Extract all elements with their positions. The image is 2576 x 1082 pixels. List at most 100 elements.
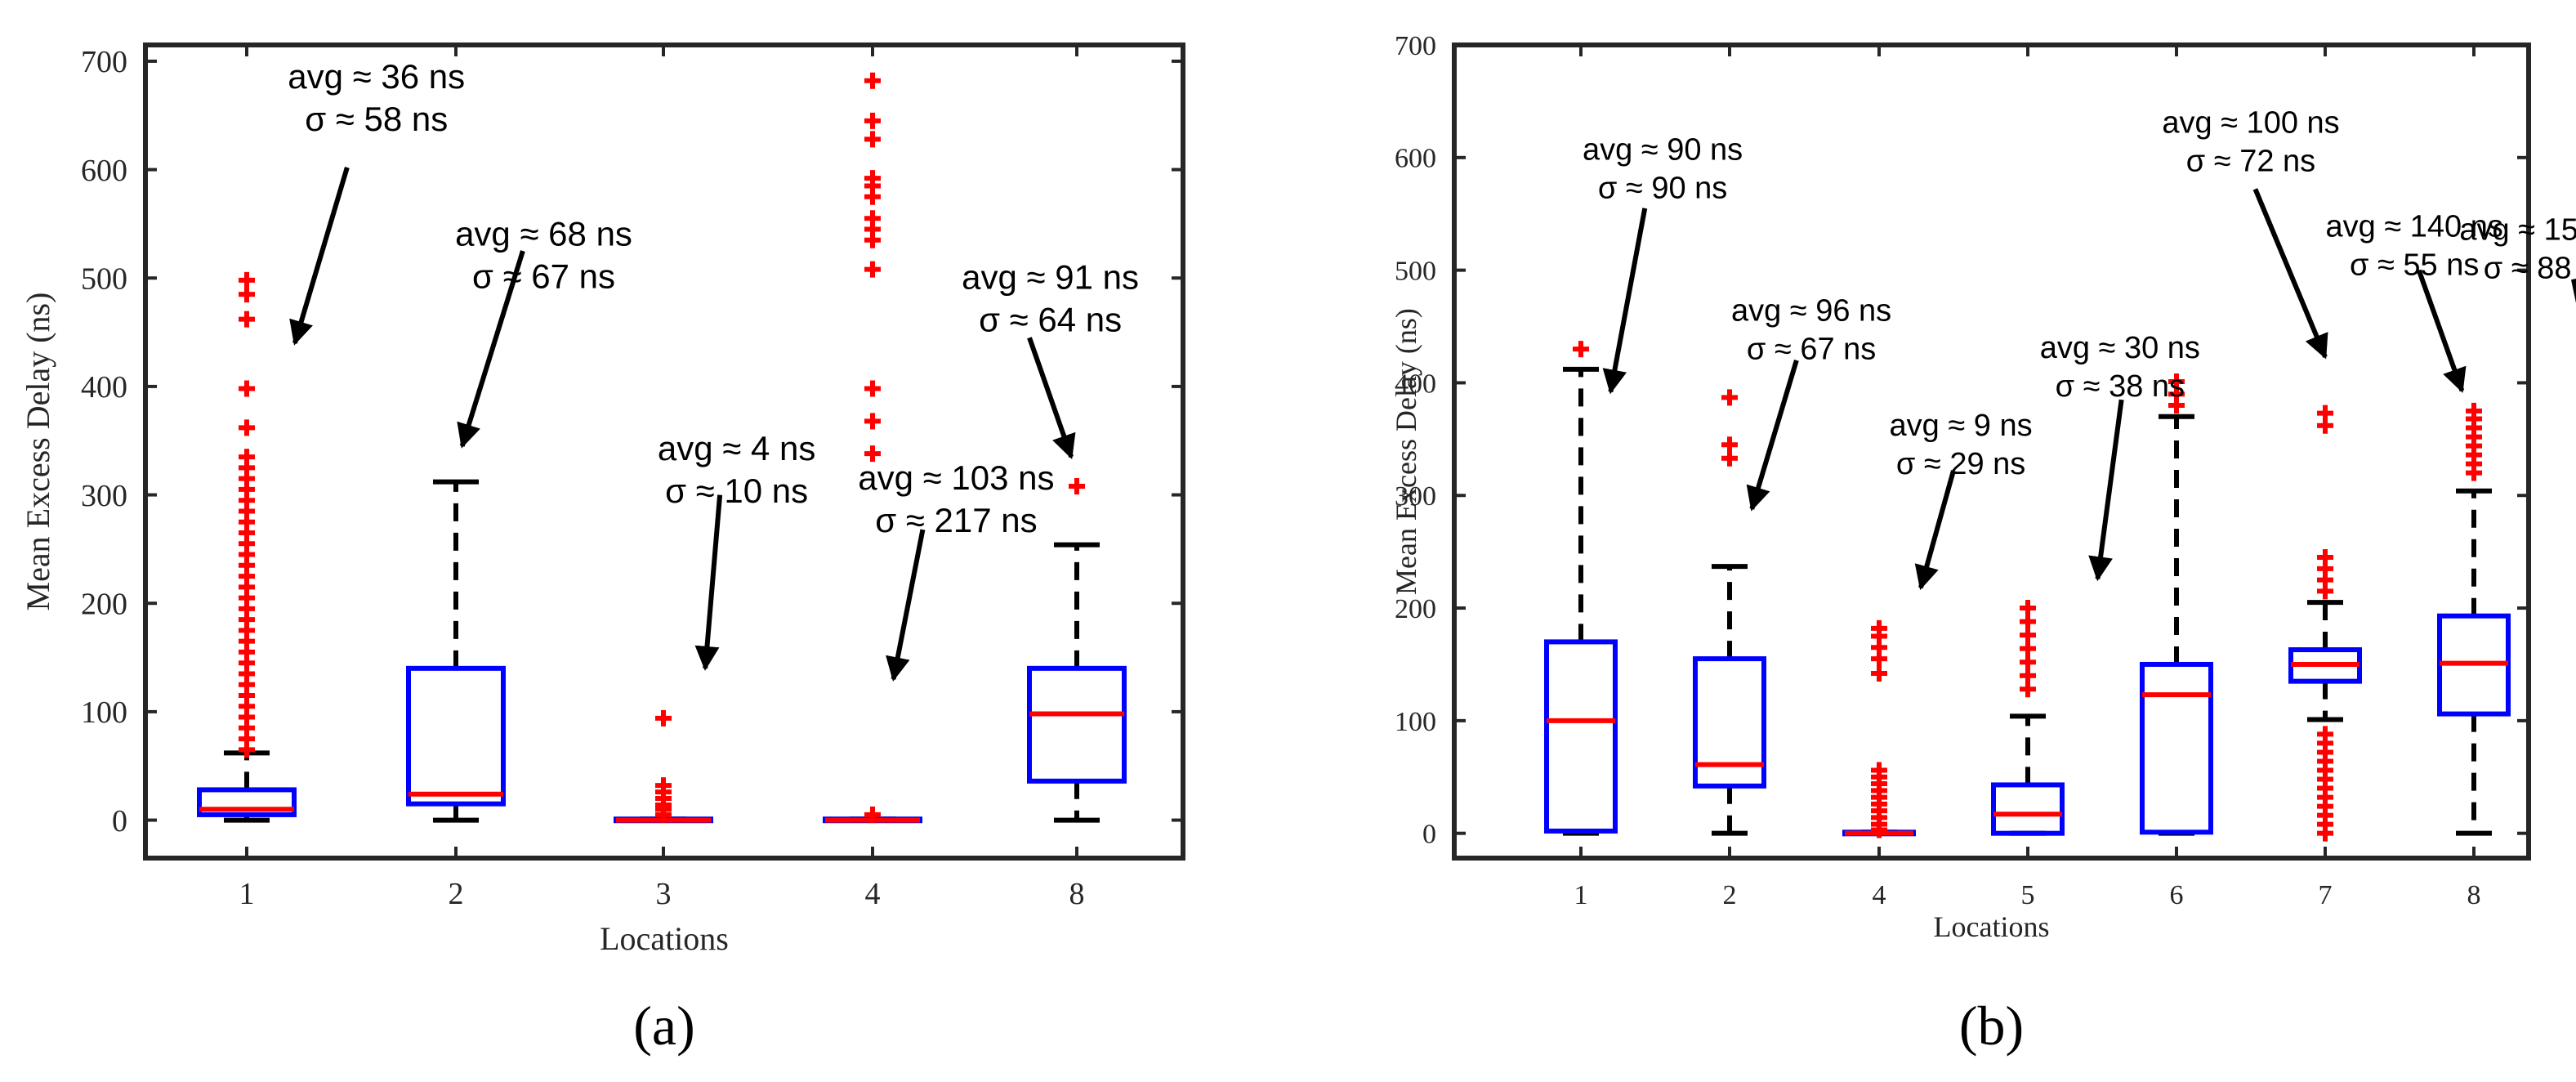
outlier-marker xyxy=(2317,405,2333,422)
outlier-marker xyxy=(864,413,881,430)
outlier-marker xyxy=(1721,389,1738,406)
annotation-avg: avg ≈ 4 ns xyxy=(658,429,816,467)
x-axis-label: Locations xyxy=(1934,910,2050,943)
y-tick-label: 500 xyxy=(1395,257,1436,287)
outlier-marker xyxy=(655,777,672,794)
x-tick-label: 2 xyxy=(1723,880,1737,910)
outlier-marker xyxy=(2020,600,2036,617)
outlier-marker xyxy=(864,445,881,463)
annotation-sigma: σ ≈ 217 ns xyxy=(875,501,1037,539)
box-group-1 xyxy=(197,271,297,823)
box-group-2 xyxy=(1693,389,1766,836)
outlier-marker xyxy=(2168,373,2185,391)
y-tick-label: 300 xyxy=(1395,481,1436,512)
outlier-marker xyxy=(1871,762,1887,779)
annotation-avg: avg ≈ 91 ns xyxy=(962,258,1139,297)
outlier-marker xyxy=(1871,664,1887,682)
y-tick-label: 700 xyxy=(81,45,127,79)
outlier-marker xyxy=(2317,726,2333,743)
annotation-arrow xyxy=(1746,360,1799,512)
x-tick-label: 8 xyxy=(1069,877,1085,911)
outlier-marker xyxy=(1871,619,1887,637)
x-tick-label: 1 xyxy=(1574,880,1588,910)
y-tick-label: 0 xyxy=(112,804,127,838)
x-tick-label: 8 xyxy=(2467,880,2481,910)
outlier-marker xyxy=(2466,402,2482,419)
outlier-marker xyxy=(239,449,255,466)
box-group-6 xyxy=(2140,373,2213,836)
x-tick-label: 2 xyxy=(449,877,464,911)
outlier-marker xyxy=(239,286,255,303)
annotation-avg: avg ≈ 68 ns xyxy=(455,214,632,253)
box-group-1 xyxy=(1544,341,1618,836)
y-tick-label: 0 xyxy=(1422,820,1436,850)
annotation-sigma: σ ≈ 58 ns xyxy=(305,100,448,138)
annotation-avg: avg ≈ 90 ns xyxy=(1583,133,1743,168)
annotation-arrow xyxy=(694,494,723,671)
annotation-arrow xyxy=(1914,470,1956,591)
box-iqr xyxy=(1544,639,1618,834)
box-iqr xyxy=(197,787,297,817)
chart-panel-a: 0 100 200 300 400 500 600 700 1 2 3 4 8 Locations Mean… xyxy=(20,42,1185,1057)
box-group-5 xyxy=(1991,600,2065,836)
outlier-marker xyxy=(1721,436,1738,454)
annotation-arrow xyxy=(457,250,525,449)
box-group-7 xyxy=(2288,405,2362,842)
outlier-marker xyxy=(864,210,881,227)
outlier-marker xyxy=(2317,549,2333,566)
annotation-avg: avg ≈ 150 ns xyxy=(2459,212,2576,247)
annotation-sigma: σ ≈ 90 ns xyxy=(1598,172,1727,206)
box-group-2 xyxy=(406,479,506,823)
annotation-arrow xyxy=(1027,337,1076,459)
chart-panel-b: 0 100 200 300 400 500 600 700 1 2 4 5 6 7 8 Locations Me… xyxy=(1390,31,2576,1057)
outlier-marker xyxy=(864,131,881,148)
annotation-sigma: σ ≈ 72 ns xyxy=(2186,144,2315,178)
box-iqr xyxy=(1693,656,1766,789)
box-iqr xyxy=(406,665,506,807)
outlier-marker xyxy=(864,170,881,187)
x-tick-label: 7 xyxy=(2319,880,2333,910)
y-tick-label: 600 xyxy=(81,154,127,188)
box-group-8 xyxy=(1027,477,1127,823)
annotation-arrow xyxy=(886,529,926,682)
annotation-avg: avg ≈ 9 ns xyxy=(1890,409,2033,443)
outlier-marker xyxy=(864,112,881,129)
outlier-marker xyxy=(239,311,255,328)
annotation-arrow xyxy=(2252,188,2328,360)
box-iqr xyxy=(1027,665,1127,784)
box-iqr xyxy=(2140,661,2213,835)
annotation-sigma: σ ≈ 67 ns xyxy=(472,257,615,295)
annotation-avg: avg ≈ 103 ns xyxy=(858,458,1054,497)
y-tick-label: 600 xyxy=(1395,144,1436,174)
x-tick-label: 3 xyxy=(656,877,672,911)
y-tick-label: 400 xyxy=(81,370,127,405)
panel-label: (a) xyxy=(633,995,694,1057)
box-group-4 xyxy=(823,72,922,824)
y-tick-label: 700 xyxy=(1395,31,1436,61)
y-tick-label: 300 xyxy=(81,479,127,513)
annotation-avg: avg ≈ 30 ns xyxy=(2040,331,2200,365)
annotation-sigma: σ ≈ 88 ns xyxy=(2484,251,2576,285)
annotation-sigma: σ ≈ 10 ns xyxy=(665,472,808,510)
y-tick-label: 500 xyxy=(81,262,127,297)
outlier-marker xyxy=(655,709,672,727)
outlier-marker xyxy=(864,806,881,823)
annotation-sigma: σ ≈ 29 ns xyxy=(1896,447,2025,481)
outlier-marker xyxy=(1573,341,1589,358)
annotation-arrow xyxy=(289,167,350,346)
annotation-avg: avg ≈ 96 ns xyxy=(1731,294,1891,329)
annotation-avg: avg ≈ 36 ns xyxy=(288,57,465,96)
y-tick-label: 100 xyxy=(81,695,127,730)
x-tick-label: 5 xyxy=(2021,880,2035,910)
y-axis-label: Mean Excess Delay (ns) xyxy=(20,293,56,611)
annotation-sigma: σ ≈ 64 ns xyxy=(979,301,1122,339)
plot-frame xyxy=(1452,42,2531,861)
outlier-marker xyxy=(864,261,881,278)
outlier-marker xyxy=(239,419,255,436)
x-tick-label: 6 xyxy=(2170,880,2184,910)
box-group-4 xyxy=(1842,619,1916,838)
x-tick-label: 4 xyxy=(1873,880,1886,910)
y-tick-label: 400 xyxy=(1395,369,1436,399)
outlier-marker xyxy=(864,380,881,397)
